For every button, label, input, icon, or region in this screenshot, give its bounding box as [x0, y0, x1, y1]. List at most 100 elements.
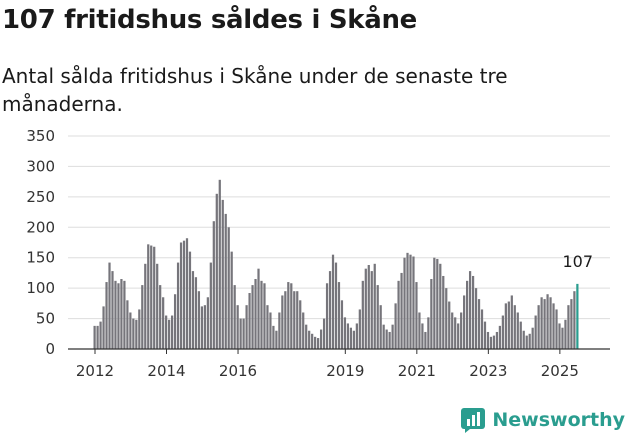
x-tick-label: 2025 — [541, 362, 579, 380]
chart-subtitle: Antal sålda fritidshus i Skåne under de … — [2, 64, 508, 116]
bar — [457, 323, 460, 349]
bar — [436, 258, 439, 349]
y-tick-label: 350 — [26, 127, 55, 145]
bar — [176, 262, 180, 349]
bar — [284, 291, 287, 349]
bar — [492, 335, 496, 349]
bar — [537, 305, 540, 349]
bar — [489, 336, 493, 349]
bar — [403, 257, 406, 349]
bar — [430, 279, 433, 349]
x-tick-label: 2014 — [147, 362, 185, 380]
bar — [230, 251, 233, 349]
last-value-label: 107 — [562, 252, 593, 271]
bar — [218, 179, 221, 349]
bar — [427, 317, 430, 349]
bar — [138, 309, 141, 349]
bar — [209, 262, 212, 349]
bars — [93, 179, 579, 349]
bar — [573, 291, 576, 349]
x-tick: 2016 — [219, 349, 257, 380]
x-tick-label: 2016 — [219, 362, 257, 380]
bar — [260, 280, 263, 349]
bar — [561, 327, 564, 349]
bar — [382, 324, 385, 349]
bar — [317, 338, 320, 349]
bar — [376, 285, 379, 349]
y-tick-label: 150 — [26, 249, 55, 267]
bar — [391, 324, 394, 349]
bar — [153, 246, 156, 349]
bar — [486, 331, 490, 349]
bar — [570, 299, 573, 349]
bar — [290, 283, 293, 349]
x-axis: 2012 2014 2016 2019 2021 2023 2025 — [68, 348, 610, 380]
bar — [552, 303, 555, 349]
bar — [397, 280, 400, 349]
bar — [325, 283, 329, 349]
bar — [123, 280, 126, 349]
bar — [248, 293, 251, 349]
y-tick-label: 200 — [26, 218, 55, 236]
bar — [504, 303, 507, 349]
bar — [412, 256, 415, 349]
bar — [328, 271, 332, 349]
bar — [385, 329, 388, 349]
bar — [308, 330, 311, 349]
bar — [299, 300, 302, 349]
bar — [105, 282, 108, 349]
bar — [314, 336, 317, 349]
bar — [406, 252, 409, 349]
y-tick-label: 0 — [45, 340, 55, 358]
x-tick-label: 2012 — [76, 362, 114, 380]
bar — [498, 325, 502, 349]
bar — [147, 244, 150, 349]
bar — [287, 282, 290, 349]
bar — [546, 294, 549, 349]
bar — [510, 295, 513, 349]
bar — [415, 282, 418, 349]
bar — [451, 312, 454, 349]
bar — [251, 285, 254, 349]
brand[interactable]: Newsworthy — [460, 407, 625, 433]
x-tick: 2014 — [147, 349, 186, 380]
bar — [170, 315, 174, 349]
bar — [442, 275, 445, 349]
bar — [132, 318, 135, 349]
bar — [501, 315, 504, 349]
x-tick: 2021 — [398, 349, 436, 380]
bar — [540, 297, 543, 349]
bar — [474, 288, 478, 349]
bar — [346, 323, 350, 349]
bar — [305, 324, 308, 349]
bar — [263, 283, 266, 349]
y-tick-label: 300 — [26, 157, 55, 175]
newsworthy-logo-icon — [461, 408, 486, 433]
bar — [272, 325, 275, 349]
bar — [373, 263, 376, 349]
bar — [200, 306, 204, 349]
bar — [296, 291, 299, 349]
bar — [549, 297, 552, 349]
bar — [513, 305, 516, 349]
bar — [102, 306, 105, 349]
bar — [215, 193, 218, 349]
chart-title: 107 fritidshus såldes i Skåne — [2, 5, 418, 35]
bar — [227, 227, 230, 349]
bar — [236, 305, 239, 349]
bar — [400, 272, 403, 349]
bar — [114, 280, 117, 349]
bar — [96, 325, 99, 349]
bar — [466, 280, 469, 349]
bar — [141, 285, 144, 349]
bar — [188, 251, 192, 349]
bar — [239, 318, 242, 349]
y-axis: 0 50 100 150 200 250 300 350 — [26, 127, 55, 358]
bar — [567, 305, 570, 349]
bar — [221, 199, 224, 349]
bar — [364, 268, 367, 349]
brand-name: Newsworthy — [492, 409, 625, 431]
bar — [445, 288, 448, 349]
bar — [355, 323, 358, 349]
